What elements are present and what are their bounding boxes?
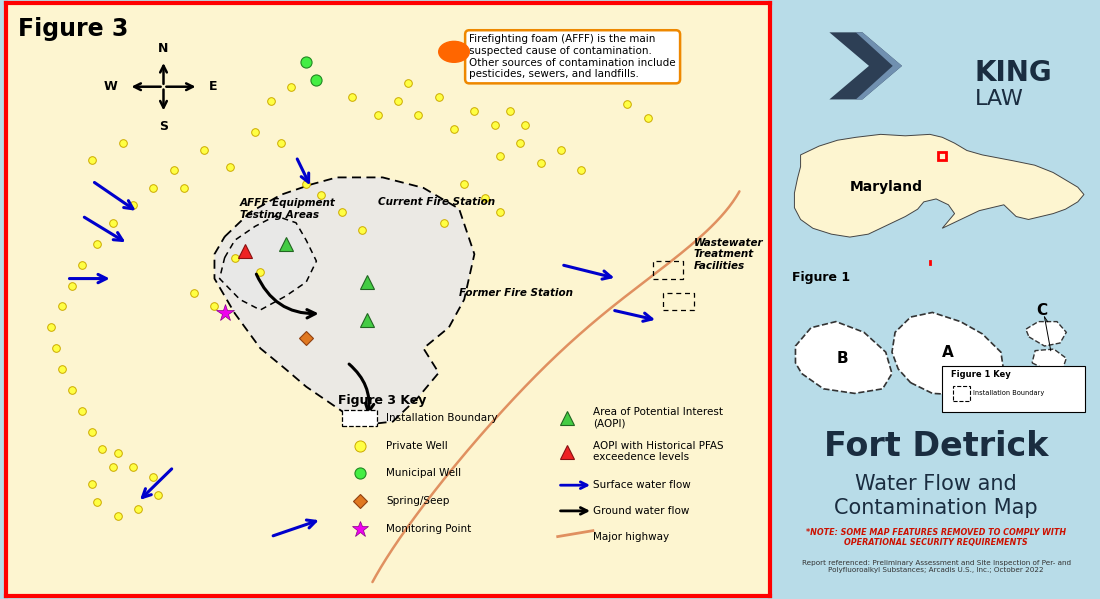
Text: Installation Boundary: Installation Boundary — [386, 413, 497, 423]
Polygon shape — [794, 134, 1084, 237]
Text: Current Fire Station: Current Fire Station — [377, 197, 495, 207]
FancyBboxPatch shape — [942, 366, 1085, 412]
Text: C: C — [1036, 304, 1047, 319]
Text: Municipal Well: Municipal Well — [386, 468, 461, 479]
Polygon shape — [220, 216, 317, 310]
Text: B: B — [836, 351, 848, 366]
Text: LAW: LAW — [975, 89, 1023, 109]
Text: Figure 3 Key: Figure 3 Key — [338, 394, 426, 407]
Text: AFFF Equipment
Testing Areas: AFFF Equipment Testing Areas — [240, 198, 336, 220]
Polygon shape — [829, 32, 902, 99]
Text: Major highway: Major highway — [593, 531, 669, 541]
Polygon shape — [214, 177, 474, 425]
Polygon shape — [803, 32, 902, 99]
Text: A: A — [942, 344, 954, 359]
Text: S: S — [160, 120, 168, 133]
Text: E: E — [209, 80, 218, 93]
Text: Ground water flow: Ground water flow — [593, 506, 690, 516]
Text: Private Well: Private Well — [386, 441, 448, 450]
Text: Firefighting foam (AFFF) is the main
suspected cause of contamination.
Other sou: Firefighting foam (AFFF) is the main sus… — [470, 34, 675, 79]
Text: Wastewater
Treatment
Facilities: Wastewater Treatment Facilities — [694, 238, 763, 271]
Polygon shape — [1026, 322, 1066, 346]
Text: Surface water flow: Surface water flow — [593, 480, 691, 490]
FancyBboxPatch shape — [953, 386, 970, 401]
Text: Figure 3: Figure 3 — [18, 17, 128, 41]
Polygon shape — [1032, 349, 1066, 370]
Text: Figure 1: Figure 1 — [792, 271, 850, 284]
Text: Maryland: Maryland — [850, 180, 923, 194]
Text: W: W — [103, 80, 118, 93]
Text: KING: KING — [975, 59, 1052, 87]
Text: Former Fire Station: Former Fire Station — [459, 288, 573, 298]
Text: AOPI with Historical PFAS
exceedence levels: AOPI with Historical PFAS exceedence lev… — [593, 441, 724, 462]
Text: Figure 1 Key: Figure 1 Key — [952, 370, 1011, 380]
Circle shape — [439, 41, 470, 62]
Text: N: N — [158, 43, 168, 55]
Text: Fort Detrick: Fort Detrick — [824, 430, 1048, 463]
Text: Installation Boundary: Installation Boundary — [972, 389, 1044, 395]
Text: Area of Potential Interest
(AOPI): Area of Potential Interest (AOPI) — [593, 407, 723, 429]
Polygon shape — [795, 322, 892, 394]
Text: Water Flow and
Contamination Map: Water Flow and Contamination Map — [834, 474, 1038, 518]
Text: Report referenced: Preliminary Assessment and Site Inspection of Per- and
Polyfl: Report referenced: Preliminary Assessmen… — [802, 561, 1070, 573]
Text: Spring/Seep: Spring/Seep — [386, 496, 450, 506]
Text: Monitoring Point: Monitoring Point — [386, 524, 472, 534]
FancyBboxPatch shape — [342, 410, 377, 426]
Polygon shape — [892, 313, 1004, 395]
Text: *NOTE: SOME MAP FEATURES REMOVED TO COMPLY WITH
OPERATIONAL SECURITY REQUIREMENT: *NOTE: SOME MAP FEATURES REMOVED TO COMP… — [806, 528, 1066, 547]
